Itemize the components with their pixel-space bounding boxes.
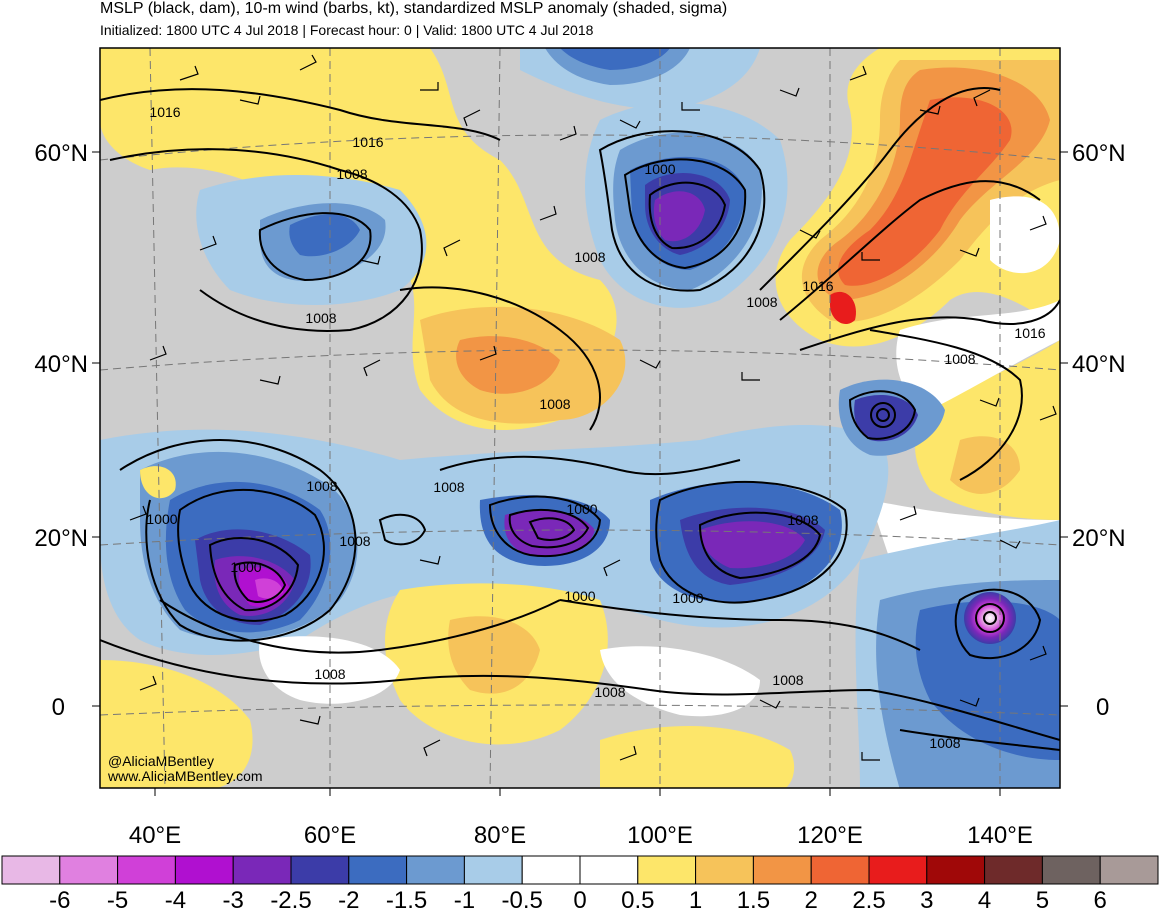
colorbar-label: 6 — [1094, 887, 1107, 913]
lat-label-right-40n: 40°N — [1072, 351, 1126, 378]
colorbar-swatch — [174, 855, 234, 885]
colorbar-label: -4 — [165, 887, 186, 913]
colorbar-swatch — [810, 855, 870, 885]
contour-label: 1000 — [566, 501, 597, 517]
colorbar-label: 1 — [689, 887, 702, 913]
map-subtitle: Initialized: 1800 UTC 4 Jul 2018 | Forec… — [100, 22, 594, 38]
contour-label: 1008 — [539, 396, 570, 412]
lon-label-80e: 80°E — [474, 822, 526, 849]
colorbar-label: 0.5 — [621, 887, 654, 913]
lat-label-left-60n: 60°N — [34, 140, 88, 167]
colorbar-label: -2 — [338, 887, 359, 913]
colorbar-label: 2 — [805, 887, 818, 913]
contour-label: 1008 — [574, 249, 605, 265]
longitude-labels: 40°E 60°E 80°E 100°E 120°E 140°E — [129, 822, 1033, 849]
contour-label: 1000 — [230, 559, 261, 575]
contour-label: 1000 — [672, 590, 703, 606]
lon-label-100e: 100°E — [627, 822, 693, 849]
contour-label: 1008 — [336, 166, 367, 182]
contour-label: 1008 — [944, 351, 975, 367]
colorbar-swatch — [579, 855, 639, 885]
credit-site: www.AliciaMBentley.com — [107, 768, 263, 784]
colorbar-label: -1 — [454, 887, 475, 913]
contour-label: 1000 — [564, 588, 595, 604]
colorbar-swatch — [926, 855, 986, 885]
colorbar-swatch — [232, 855, 292, 885]
colorbar-label: 3 — [920, 887, 933, 913]
colorbar-swatch — [1041, 855, 1101, 885]
colorbar-swatch — [1, 855, 61, 885]
colorbar-swatch — [1099, 855, 1159, 885]
contour-label: 1008 — [772, 672, 803, 688]
map-title: MSLP (black, dam), 10-m wind (barbs, kt)… — [100, 0, 728, 17]
colorbar-swatch — [521, 855, 581, 885]
contour-label: 1008 — [594, 684, 625, 700]
contour-label: 1008 — [929, 735, 960, 751]
lat-label-left-40n: 40°N — [34, 351, 88, 378]
contour-label: 1000 — [644, 161, 675, 177]
contour-label: 1008 — [433, 479, 464, 495]
colorbar: -6 -5 -4 -3 -2.5 -2 -1.5 -1 -0.5 0 0.5 1 1.5 2 2.5 3 4 5 6 — [1, 855, 1159, 913]
contour-label: 1008 — [746, 294, 777, 310]
contour-label: 1000 — [146, 511, 177, 527]
contour-label: 1008 — [787, 512, 818, 528]
lat-label-left-20n: 20°N — [34, 525, 88, 552]
contour-label: 1008 — [306, 478, 337, 494]
colorbar-label: 2.5 — [852, 887, 885, 913]
lon-label-120e: 120°E — [797, 822, 863, 849]
contour-label: 1008 — [314, 666, 345, 682]
colorbar-swatch — [752, 855, 812, 885]
contour-label: 1008 — [305, 310, 336, 326]
latitude-labels: 60°N 40°N 20°N 0 60°N 40°N 20°N 0 — [34, 140, 1125, 721]
colorbar-label: -2.5 — [270, 887, 311, 913]
colorbar-swatch — [695, 855, 754, 885]
contour-label: 1016 — [149, 104, 180, 120]
contour-label: 1016 — [802, 278, 833, 294]
contour-labels: 1016 1016 1008 1008 1000 1008 1008 1016 1008 1016… — [146, 104, 1045, 751]
colorbar-label: -5 — [107, 887, 128, 913]
contour-label: 1016 — [1014, 325, 1045, 341]
anomaly-shading — [100, 48, 1060, 788]
contour-label: 1016 — [352, 134, 383, 150]
contour-label: 1008 — [339, 533, 370, 549]
colorbar-label: -0.5 — [502, 887, 543, 913]
colorbar-swatch — [117, 855, 176, 885]
lon-label-60e: 60°E — [304, 822, 356, 849]
colorbar-label: 5 — [1036, 887, 1049, 913]
colorbar-label: 4 — [978, 887, 991, 913]
colorbar-label: 0 — [573, 887, 586, 913]
colorbar-label: 1.5 — [737, 887, 770, 913]
colorbar-swatch — [59, 855, 119, 885]
colorbar-swatch — [406, 855, 465, 885]
lat-label-right-60n: 60°N — [1072, 140, 1126, 167]
plot-border — [99, 47, 1061, 789]
colorbar-swatch — [984, 855, 1043, 885]
lon-label-40e: 40°E — [129, 822, 181, 849]
lat-label-left-0: 0 — [52, 694, 65, 721]
colorbar-label: -3 — [223, 887, 244, 913]
colorbar-swatch — [348, 855, 408, 885]
credit-handle: @AliciaMBentley — [108, 753, 214, 769]
colorbar-swatch — [463, 855, 523, 885]
lon-label-140e: 140°E — [967, 822, 1033, 849]
colorbar-label: -1.5 — [386, 887, 427, 913]
lat-label-right-20n: 20°N — [1072, 525, 1126, 552]
colorbar-swatch — [637, 855, 697, 885]
lat-label-right-0: 0 — [1096, 694, 1109, 721]
colorbar-swatch — [290, 855, 350, 885]
colorbar-swatch — [868, 855, 928, 885]
colorbar-label: -6 — [49, 887, 70, 913]
